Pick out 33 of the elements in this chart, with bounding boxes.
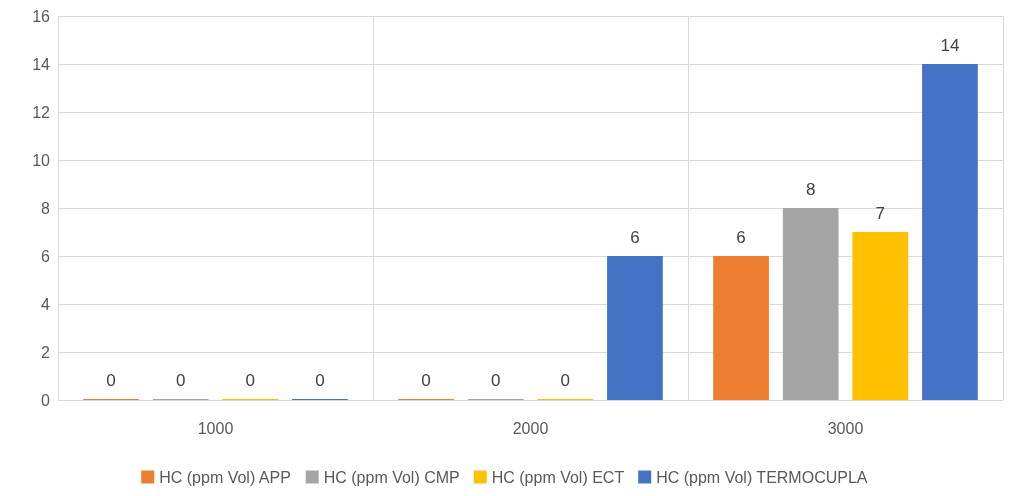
y-tick-label: 14 bbox=[32, 55, 51, 73]
data-label: 0 bbox=[421, 371, 431, 390]
data-label: 8 bbox=[805, 180, 816, 199]
y-tick-label: 4 bbox=[41, 295, 51, 313]
bar bbox=[922, 64, 978, 400]
data-label: 0 bbox=[560, 371, 571, 390]
data-label: 7 bbox=[875, 204, 886, 223]
bar bbox=[782, 208, 839, 400]
x-tick-label: 1000 bbox=[197, 419, 234, 437]
bar bbox=[852, 232, 909, 400]
data-label: 6 bbox=[630, 228, 640, 247]
y-tick-label: 10 bbox=[32, 151, 51, 169]
legend-label: HC (ppm Vol) ECT bbox=[491, 468, 625, 486]
x-tick-label: 2000 bbox=[512, 419, 549, 437]
y-tick-label: 6 bbox=[41, 247, 51, 265]
data-label: 14 bbox=[940, 36, 960, 55]
y-tick-label: 0 bbox=[41, 391, 51, 409]
data-label: 0 bbox=[106, 371, 116, 390]
legend-label: HC (ppm Vol) APP bbox=[159, 468, 291, 486]
y-tick-label: 2 bbox=[41, 343, 51, 361]
data-label: 6 bbox=[736, 228, 746, 247]
bar bbox=[713, 256, 769, 400]
data-label: 0 bbox=[315, 371, 325, 390]
x-tick-label: 3000 bbox=[827, 419, 864, 437]
legend-label: HC (ppm Vol) TERMOCUPLA bbox=[656, 468, 868, 486]
bar bbox=[607, 256, 663, 400]
y-tick-label: 8 bbox=[41, 199, 51, 217]
y-tick-label: 16 bbox=[32, 7, 51, 25]
data-label: 0 bbox=[245, 371, 256, 390]
legend-label: HC (ppm Vol) CMP bbox=[323, 468, 460, 486]
data-label: 0 bbox=[175, 371, 186, 390]
data-label: 0 bbox=[490, 371, 501, 390]
y-tick-label: 12 bbox=[32, 103, 51, 121]
